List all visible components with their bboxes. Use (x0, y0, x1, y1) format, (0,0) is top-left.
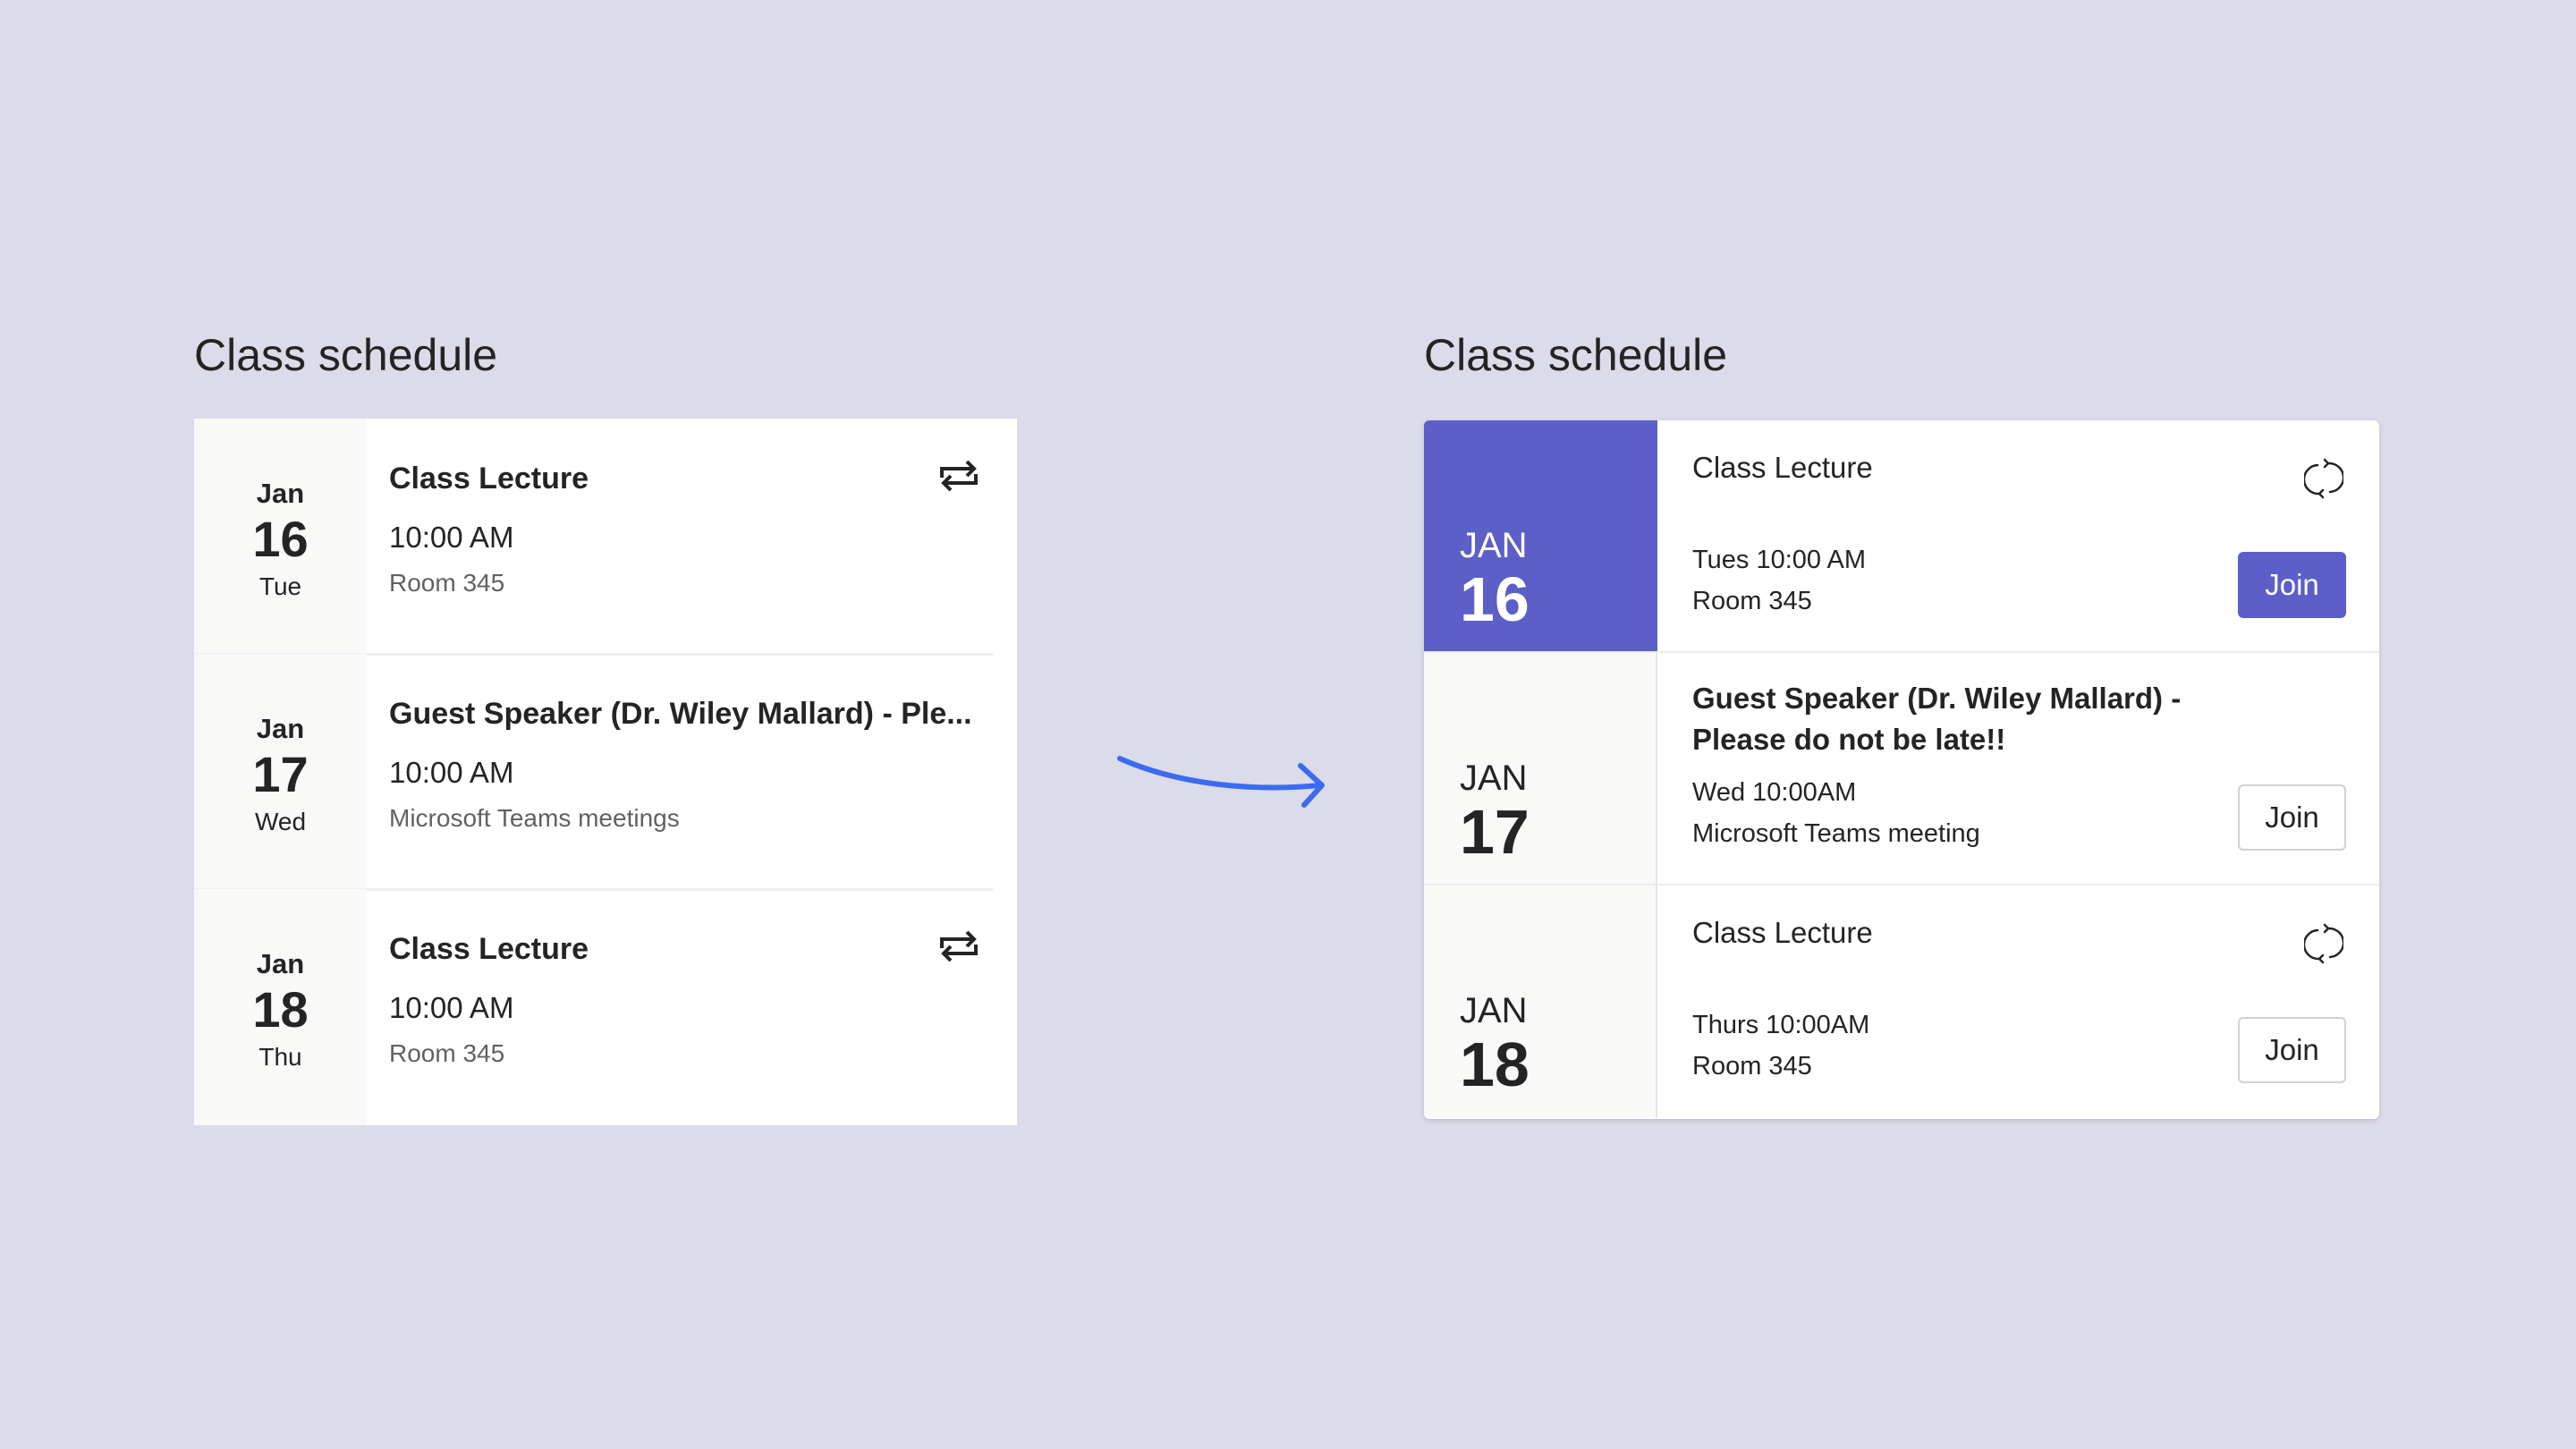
divider (194, 888, 993, 891)
right-schedule-card: JAN 16 Class Lecture Tues 10:00 AM Room … (1424, 420, 2379, 1119)
left-schedule-card: Jan 16 Tue Class Lecture 10:00 AM Room 3… (194, 419, 1017, 1125)
day: 18 (252, 981, 309, 1038)
event-location: Room 345 (1692, 1052, 1812, 1080)
event-time: Thurs 10:00AM (1692, 1011, 1870, 1039)
list-item[interactable]: JAN 17 Guest Speaker (Dr. Wiley Mallard)… (1424, 653, 2379, 886)
weekday: Thu (258, 1043, 302, 1071)
date-column: Jan 16 Tue (194, 419, 367, 654)
event-title: Class Lecture (1692, 451, 1873, 484)
month: JAN (1460, 991, 1528, 1030)
month: JAN (1460, 526, 1528, 565)
day: 16 (252, 511, 309, 567)
event-time: Tues 10:00 AM (1692, 546, 1866, 574)
event-time: 10:00 AM (389, 991, 514, 1024)
event-time: 10:00 AM (389, 756, 514, 789)
left-section-title: Class schedule (194, 330, 498, 380)
event-location: Room 345 (1692, 587, 1812, 615)
recurring-icon (940, 460, 978, 492)
list-item[interactable]: Jan 18 Thu Class Lecture 10:00 AM Room 3… (194, 889, 1017, 1125)
event-location: Room 345 (389, 1039, 505, 1067)
date-column: Jan 17 Wed (194, 654, 367, 889)
list-item[interactable]: Jan 17 Wed Guest Speaker (Dr. Wiley Mall… (194, 654, 1017, 889)
weekday: Wed (254, 808, 307, 835)
event-title: Class Lecture (389, 932, 589, 966)
day: 17 (252, 746, 309, 802)
list-item[interactable]: JAN 16 Class Lecture Tues 10:00 AM Room … (1424, 420, 2379, 653)
join-button[interactable]: Join (2238, 784, 2346, 851)
date-column: JAN 16 (1424, 420, 1657, 651)
sync-icon (2304, 458, 2343, 499)
weekday: Tue (258, 572, 302, 600)
list-item[interactable]: JAN 18 Class Lecture Thurs 10:00AM Room … (1424, 886, 2379, 1118)
event-location: Room 345 (389, 569, 505, 597)
date-column: Jan 18 Thu (194, 889, 367, 1125)
day: 16 (1460, 564, 1530, 634)
event-location: Microsoft Teams meetings (389, 804, 680, 832)
month: Jan (256, 478, 305, 509)
date-column: JAN 17 (1424, 653, 1657, 884)
day: 18 (1460, 1030, 1530, 1099)
recurring-icon (940, 930, 978, 962)
event-location: Microsoft Teams meeting (1692, 819, 1980, 848)
event-time: 10:00 AM (389, 521, 514, 554)
divider (194, 653, 993, 656)
event-title: Class Lecture (1692, 916, 1873, 949)
list-item[interactable]: Jan 16 Tue Class Lecture 10:00 AM Room 3… (194, 419, 1017, 654)
month: Jan (256, 713, 305, 744)
month: Jan (256, 948, 305, 979)
join-button[interactable]: Join (2238, 552, 2346, 618)
event-title: Class Lecture (389, 462, 589, 496)
sync-icon (2304, 923, 2343, 964)
day: 17 (1460, 797, 1530, 867)
month: JAN (1460, 758, 1528, 798)
event-time: Wed 10:00AM (1692, 778, 1857, 807)
arrow-icon (1117, 756, 1325, 808)
date-column: JAN 18 (1424, 886, 1657, 1118)
event-title: Guest Speaker (Dr. Wiley Mallard) - Plea… (1692, 682, 2182, 756)
join-button[interactable]: Join (2238, 1017, 2346, 1083)
right-section-title: Class schedule (1424, 330, 1728, 380)
event-title: Guest Speaker (Dr. Wiley Mallard) - Ple.… (389, 697, 972, 731)
